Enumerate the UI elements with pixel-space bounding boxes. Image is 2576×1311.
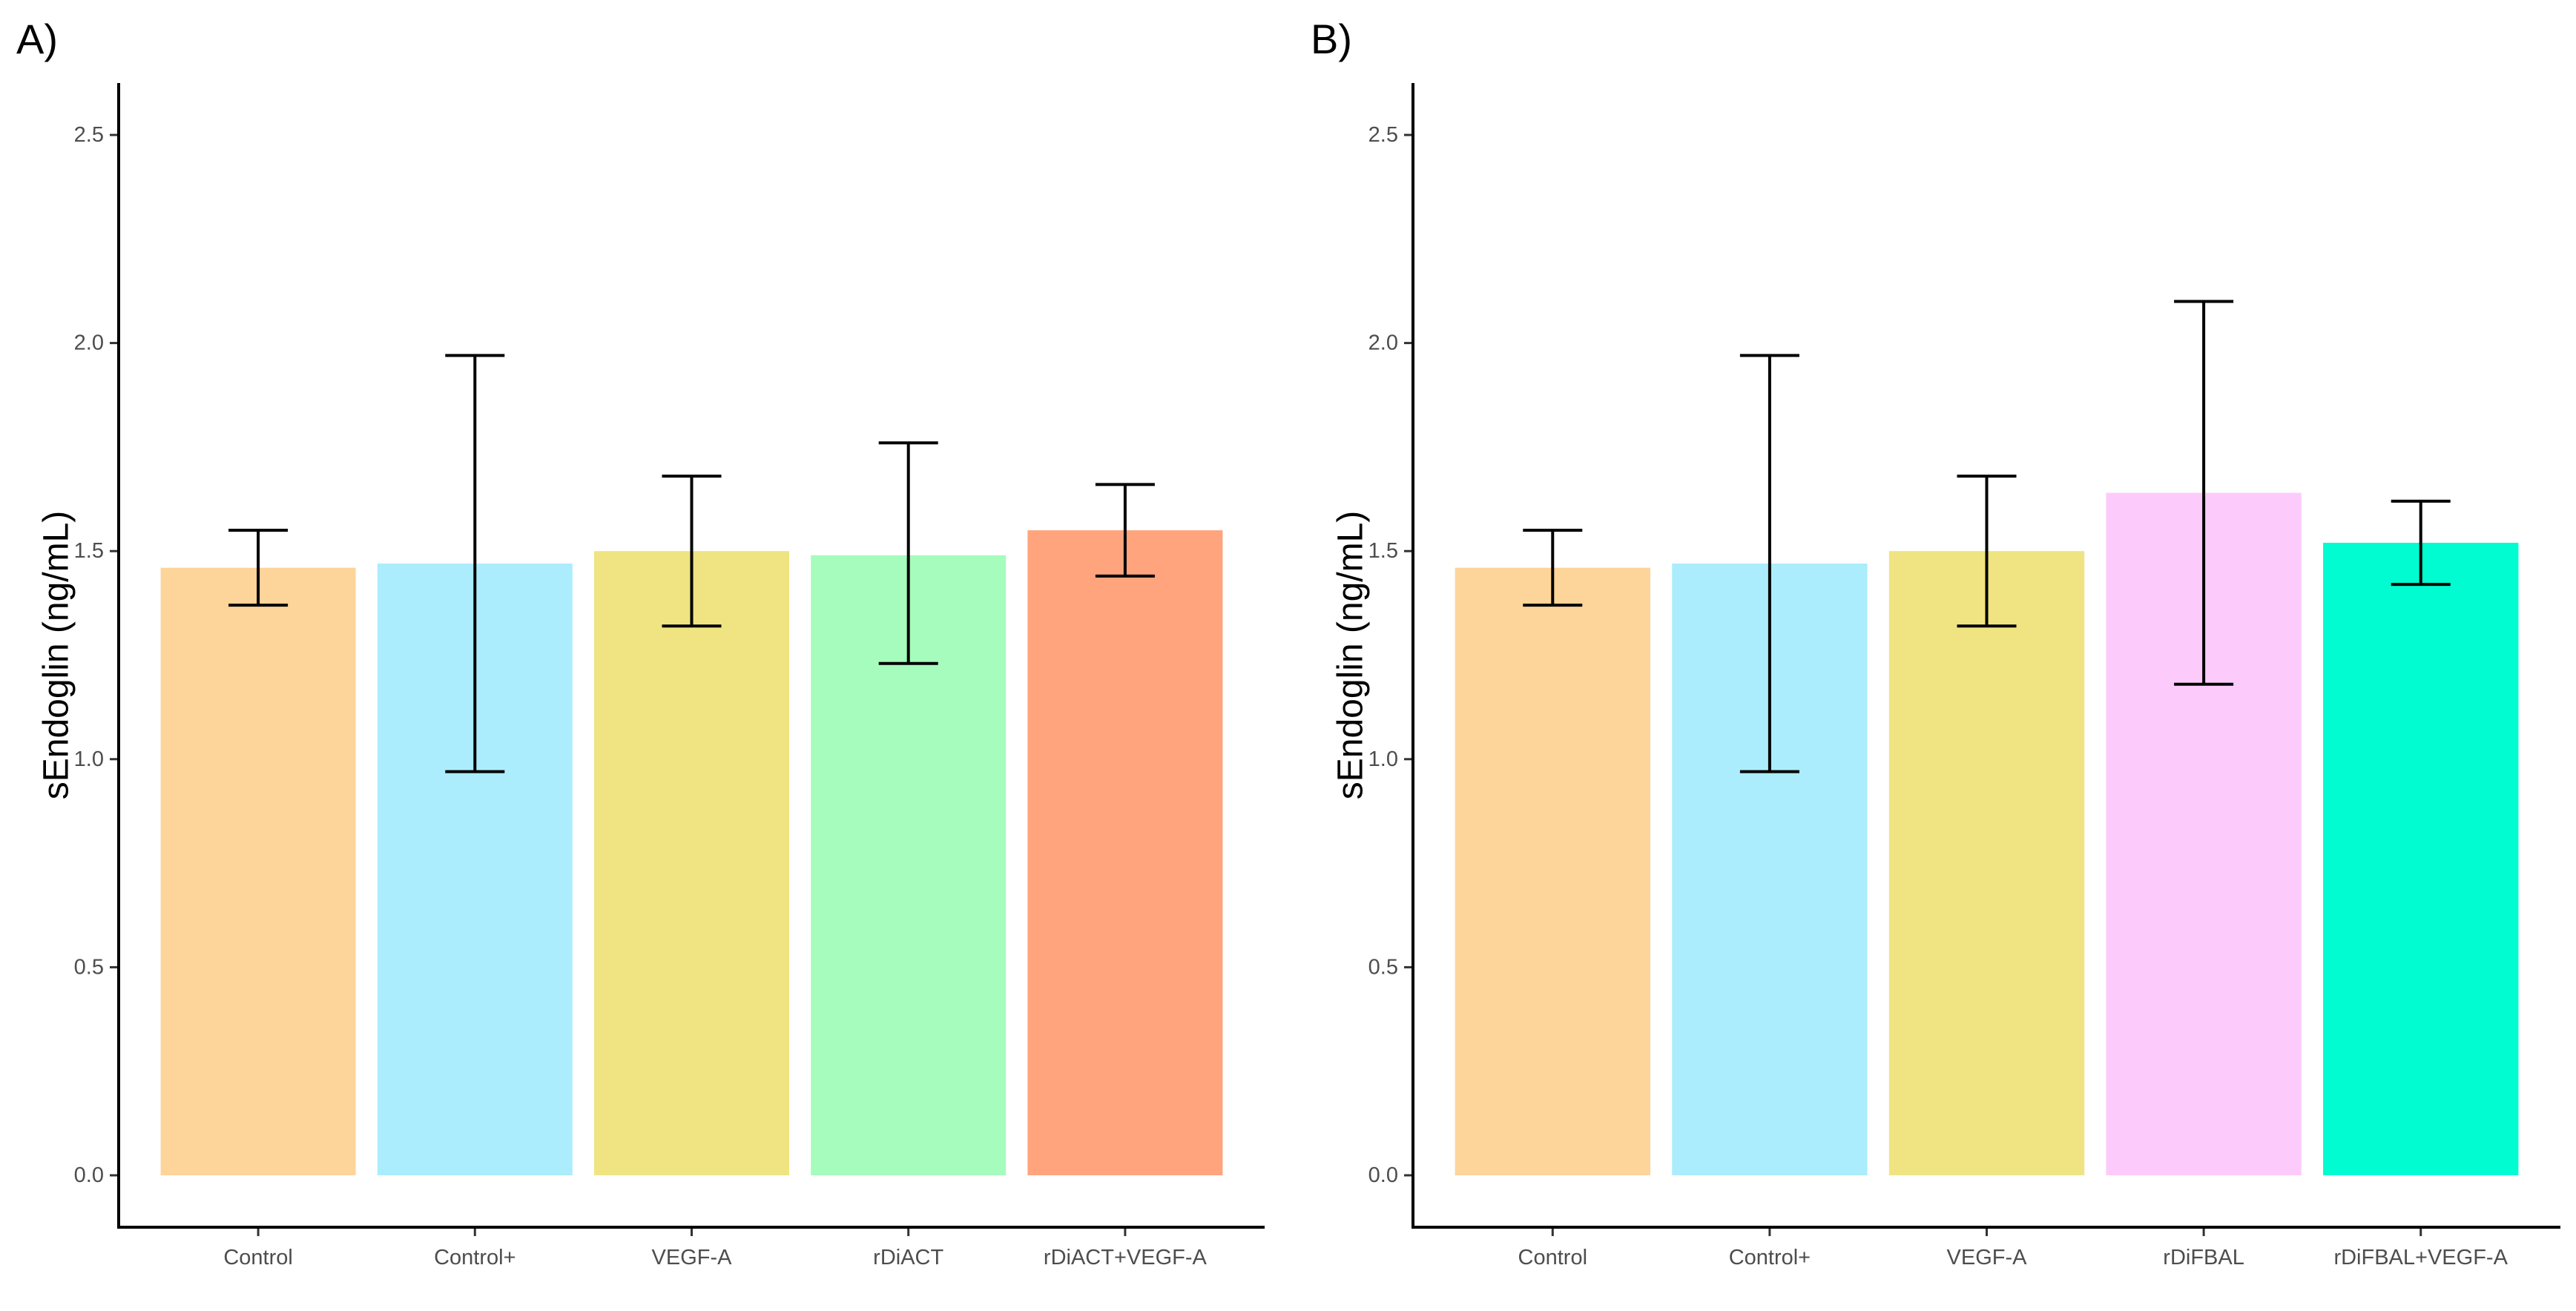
x-tick-label: rDiACT: [873, 1246, 943, 1269]
error-bar: [1957, 475, 2017, 628]
x-tick-label: Control: [1518, 1246, 1588, 1269]
error-bar: [2391, 499, 2451, 587]
x-tick-label: rDiFBAL+VEGF-A: [2333, 1246, 2508, 1269]
y-axis-label: sEndoglin (ng/mL): [1331, 511, 1371, 800]
x-tick-label: rDiFBAL: [2163, 1246, 2244, 1269]
error-bar: [662, 475, 722, 628]
panel-a: A) sEndoglin (ng/mL) Control Control+ VEGF-A…: [16, 16, 1265, 1269]
error-bar: [2174, 300, 2234, 686]
error-bar: [1095, 483, 1155, 578]
y-tick-label: 0.5: [1368, 955, 1398, 979]
y-tick-label: 1.0: [1368, 747, 1398, 771]
y-tick-label: 1.5: [1368, 539, 1398, 563]
panel-label: B): [1311, 16, 1352, 62]
x-tick-label: VEGF-A: [1947, 1246, 2028, 1269]
error-bar: [1523, 529, 1583, 607]
y-tick-label: 0.0: [1368, 1163, 1398, 1187]
bar-rdifbal-vegf-a: [2323, 542, 2519, 1175]
error-bar: [228, 529, 289, 607]
bar-control: [160, 567, 356, 1175]
y-tick-label: 2.0: [74, 331, 104, 355]
bar-vegf-a: [1888, 551, 2085, 1175]
error-bar: [445, 354, 505, 773]
y-axis-label: sEndoglin (ng/mL): [37, 511, 76, 800]
x-tick-label: rDiACT+VEGF-A: [1044, 1246, 1208, 1269]
y-tick-label: 1.5: [74, 539, 104, 563]
y-tick-label: 2.5: [1368, 123, 1398, 147]
x-tick-label: Control+: [434, 1246, 515, 1269]
y-tick-label: 2.5: [74, 123, 104, 147]
y-tick-label: 1.0: [74, 747, 104, 771]
panel-b: B) sEndoglin (ng/mL) Control Control+ VEGF-A…: [1311, 16, 2560, 1269]
x-tick-label: Control+: [1729, 1246, 1811, 1269]
bar-rdiact-vegf-a: [1027, 530, 1223, 1175]
y-tick-label: 2.0: [1368, 331, 1398, 355]
panel-label: A): [16, 16, 58, 62]
bar-control: [1455, 567, 1650, 1175]
error-bar: [878, 441, 938, 665]
y-tick-label: 0.0: [74, 1163, 104, 1187]
bar-vegf-a: [594, 551, 789, 1175]
error-bar: [1739, 354, 1799, 773]
x-tick-label: VEGF-A: [652, 1246, 733, 1269]
x-tick-label: Control: [223, 1246, 293, 1269]
y-tick-label: 0.5: [74, 955, 104, 979]
